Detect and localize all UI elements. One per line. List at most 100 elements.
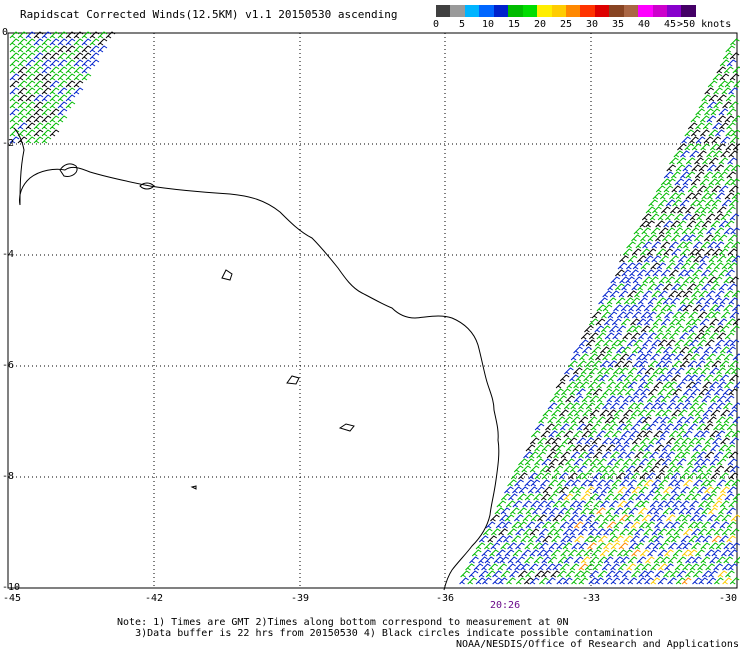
wind-barb [475, 577, 486, 585]
wind-barb [723, 227, 734, 235]
wind-barb [550, 521, 560, 529]
wind-barb [557, 570, 567, 578]
wind-barb [710, 108, 721, 116]
wind-barb [687, 521, 698, 529]
wind-barb [729, 528, 740, 536]
wind-barb [714, 178, 725, 186]
credit-line: NOAA/NESDIS/Office of Research and Appli… [456, 639, 739, 650]
wind-barb [549, 395, 560, 403]
wind-barb [520, 535, 531, 543]
color-scale-tick: >50 knots [677, 19, 732, 30]
wind-barb [691, 143, 702, 151]
wind-barb [660, 304, 671, 312]
wind-barb [622, 395, 633, 403]
wind-barb [685, 206, 695, 214]
wind-barb [637, 395, 648, 403]
wind-barb [523, 528, 533, 536]
wind-barb [640, 311, 651, 319]
wind-barb [634, 402, 645, 410]
wind-barb [670, 521, 681, 529]
wind-barb [705, 339, 715, 347]
wind-barb [525, 570, 535, 578]
wind-barb [475, 542, 486, 550]
wind-barb [552, 423, 562, 431]
wind-barb [616, 374, 627, 382]
wind-barb [57, 38, 68, 46]
wind-barb [718, 248, 729, 256]
wind-barb [633, 465, 644, 473]
wind-barb [710, 220, 721, 228]
wind-barb [693, 430, 704, 438]
wind-barb [696, 213, 706, 221]
wind-barb [669, 241, 679, 249]
wind-barb [718, 507, 728, 515]
wind-barb [689, 136, 699, 144]
wind-barb [607, 311, 618, 319]
wind-barb [583, 500, 594, 508]
wind-barb [723, 304, 733, 312]
wind-barb [622, 381, 632, 389]
color-scale-bar [436, 5, 696, 17]
wind-barb [706, 577, 717, 585]
wind-barb [732, 66, 740, 74]
wind-barb [606, 297, 617, 305]
wind-barb [659, 192, 670, 200]
wind-barb [617, 549, 627, 557]
wind-barb [729, 437, 740, 445]
wind-barb [719, 325, 730, 333]
wind-barb [17, 80, 28, 88]
wind-barb [644, 318, 654, 326]
wind-barb [623, 311, 634, 319]
wind-barb [701, 283, 711, 291]
wind-barb [25, 129, 36, 137]
wind-barb [663, 185, 674, 193]
wind-barb [17, 66, 28, 74]
wind-barb [689, 514, 700, 522]
wind-barb [650, 577, 661, 585]
wind-barb [630, 318, 640, 326]
wind-barb [728, 101, 739, 109]
color-scale-swatch [450, 5, 465, 17]
wind-barb [594, 325, 605, 333]
wind-barb [697, 339, 707, 347]
wind-barb [596, 304, 607, 312]
wind-barb [714, 262, 724, 270]
wind-barb [626, 416, 636, 424]
wind-barb [545, 465, 555, 473]
wind-barb [667, 556, 678, 564]
wind-barb [652, 206, 662, 214]
wind-barb [618, 465, 629, 473]
wind-barb [661, 444, 672, 452]
wind-barb [724, 115, 735, 123]
wind-barb [697, 465, 708, 473]
wind-barb [25, 31, 36, 39]
color-scale-tick: 5 [458, 19, 466, 30]
wind-barb [688, 423, 698, 431]
wind-barb [718, 185, 729, 193]
wind-barb [609, 290, 620, 298]
color-scale-swatch [508, 5, 523, 17]
wind-barb [731, 192, 740, 200]
wind-barb [663, 346, 673, 354]
pass-time-label: 20:26 [490, 600, 521, 611]
wind-barb [590, 423, 601, 431]
wind-barb [700, 542, 711, 550]
wind-barb [542, 409, 553, 417]
wind-barb [17, 45, 28, 53]
wind-barb [626, 563, 637, 571]
wind-barb [49, 52, 60, 60]
wind-barb [599, 472, 610, 480]
wind-barb [604, 416, 615, 424]
wind-barb [25, 94, 36, 102]
wind-barb [583, 374, 593, 382]
wind-barb [81, 45, 92, 53]
longitude-label: -33 [581, 593, 601, 604]
wind-barb [585, 339, 596, 347]
color-scale-tick: 0 [432, 19, 440, 30]
wind-barb [697, 150, 707, 158]
wind-barb [646, 395, 657, 403]
wind-barb [557, 395, 567, 403]
wind-barb [588, 507, 599, 515]
wind-barb [645, 521, 655, 529]
wind-barb [697, 514, 707, 522]
